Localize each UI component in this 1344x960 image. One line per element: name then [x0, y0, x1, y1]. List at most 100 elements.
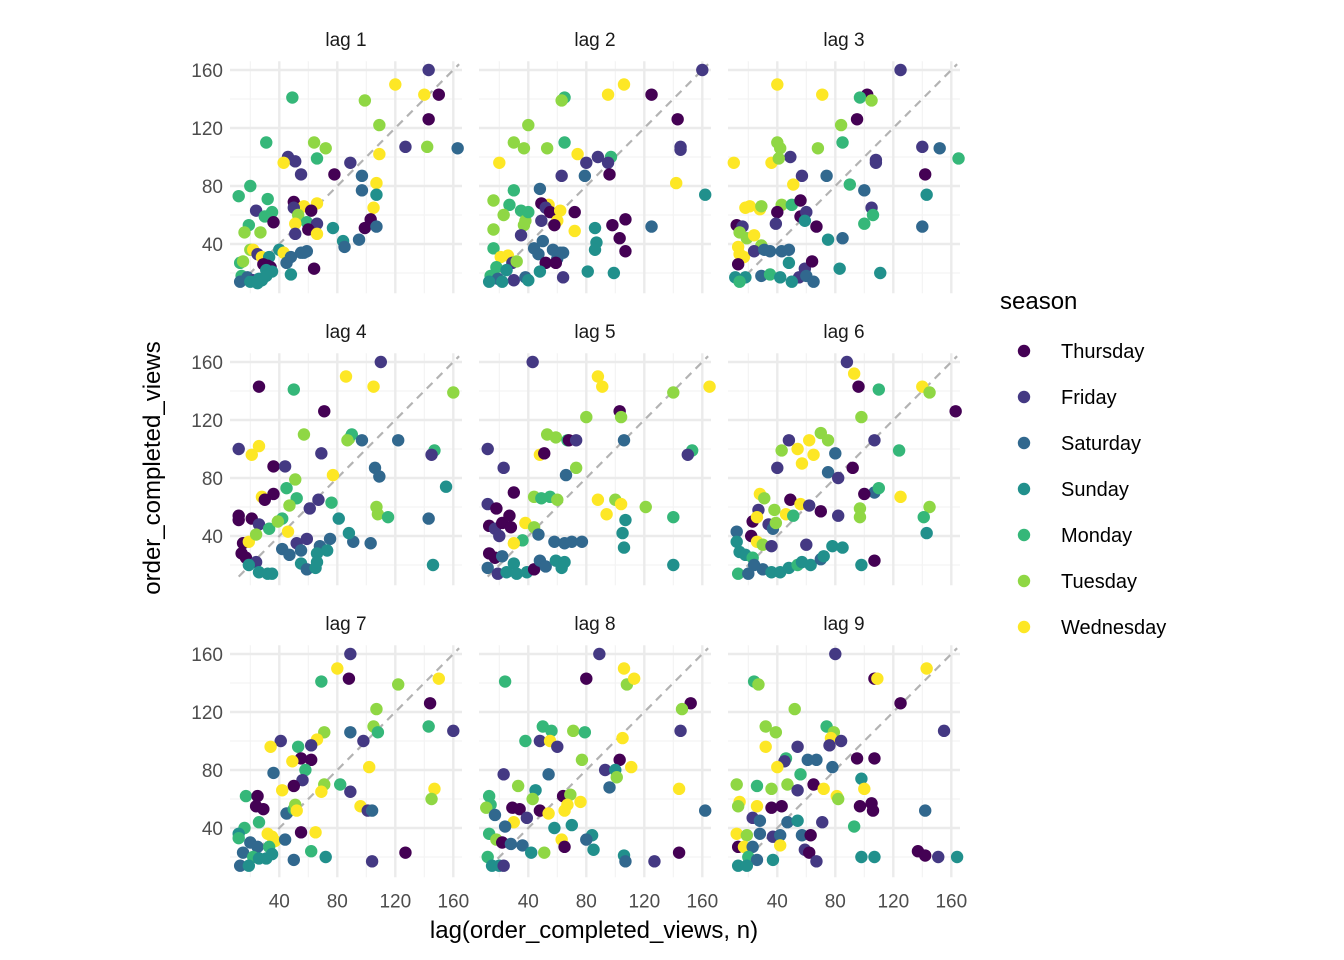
point-friday	[344, 156, 357, 169]
point-tuesday	[551, 493, 564, 506]
legend-label: Saturday	[1061, 433, 1141, 455]
point-tuesday	[487, 194, 500, 207]
point-sunday	[260, 269, 273, 283]
point-monday	[545, 724, 558, 738]
point-tuesday	[373, 118, 386, 132]
point-friday	[365, 855, 379, 868]
y-tick-label: 120	[191, 119, 223, 140]
point-saturday	[565, 535, 578, 548]
point-wednesday	[591, 370, 605, 383]
point-sunday	[500, 566, 513, 579]
point-thursday	[850, 113, 864, 126]
point-wednesday	[591, 493, 605, 506]
point-wednesday	[574, 795, 587, 809]
point-wednesday	[803, 434, 816, 447]
point-tuesday	[774, 142, 787, 155]
point-friday	[591, 150, 605, 164]
point-saturday	[251, 840, 264, 854]
point-monday	[260, 136, 273, 149]
point-wednesday	[920, 662, 933, 675]
y-tick-label: 120	[191, 411, 223, 432]
point-monday	[952, 152, 965, 165]
point-thursday	[267, 487, 280, 501]
point-saturday	[836, 232, 849, 245]
legend-key-icon	[1017, 528, 1031, 542]
point-friday	[310, 217, 324, 230]
point-thursday	[543, 205, 557, 219]
point-sunday	[817, 550, 830, 563]
point-friday	[315, 447, 328, 460]
point-friday	[497, 461, 510, 475]
point-saturday	[933, 142, 946, 155]
point-friday	[747, 245, 761, 258]
point-friday	[232, 442, 245, 456]
point-tuesday	[740, 829, 754, 842]
point-tuesday	[511, 779, 525, 793]
point-tuesday	[865, 94, 878, 107]
point-thursday	[232, 513, 245, 527]
point-wednesday	[627, 672, 641, 685]
point-tuesday	[522, 118, 535, 132]
point-tuesday	[580, 410, 593, 424]
y-tick-label: 160	[191, 61, 223, 82]
point-tuesday	[768, 503, 781, 517]
point-tuesday	[853, 510, 867, 524]
point-saturday	[422, 512, 435, 525]
point-wednesday	[730, 827, 743, 840]
point-wednesday	[571, 147, 584, 161]
point-sunday	[804, 558, 817, 572]
identity-line	[486, 647, 709, 870]
panel-strip-label: lag 1	[325, 30, 366, 51]
point-monday	[522, 205, 535, 219]
panel-strip-label: lag 9	[823, 614, 864, 635]
point-wednesday	[264, 740, 277, 753]
point-monday	[232, 189, 245, 203]
point-thursday	[619, 213, 632, 226]
point-friday	[816, 816, 829, 829]
point-saturday	[365, 804, 379, 817]
point-saturday	[516, 839, 529, 852]
point-sunday	[565, 818, 578, 832]
y-tick-label: 80	[202, 177, 223, 198]
legend-key-icon	[1017, 390, 1031, 404]
point-tuesday	[497, 208, 510, 222]
point-tuesday	[667, 386, 680, 399]
point-sunday	[507, 557, 520, 570]
point-thursday	[814, 505, 827, 518]
point-friday	[696, 63, 709, 77]
point-wednesday	[858, 782, 871, 796]
point-tuesday	[564, 788, 577, 801]
point-saturday	[352, 233, 366, 246]
x-tick-label: 160	[935, 891, 967, 912]
point-saturday	[532, 247, 545, 261]
point-saturday	[559, 468, 573, 482]
point-tuesday	[755, 200, 768, 213]
x-tick-label: 80	[825, 891, 846, 912]
point-saturday	[575, 535, 589, 548]
points	[232, 63, 464, 290]
point-saturday	[820, 169, 833, 183]
point-monday	[853, 91, 867, 104]
point-wednesday	[625, 760, 638, 774]
point-wednesday	[771, 760, 784, 774]
point-friday	[312, 493, 325, 506]
y-tick-label: 160	[191, 353, 223, 374]
point-monday	[252, 816, 266, 829]
legend-key-icon	[1017, 574, 1031, 588]
panel-strip-label: lag 4	[325, 322, 367, 343]
point-thursday	[267, 216, 280, 229]
legend-item-sunday: Sunday	[1017, 479, 1129, 501]
point-tuesday	[853, 502, 867, 515]
point-tuesday	[425, 792, 438, 806]
point-friday	[344, 647, 357, 661]
point-thursday	[307, 262, 321, 275]
point-sunday	[785, 275, 798, 288]
point-sunday	[740, 859, 754, 872]
point-saturday	[283, 548, 296, 562]
point-saturday	[753, 814, 767, 827]
point-sunday	[798, 214, 812, 227]
point-thursday	[672, 846, 686, 859]
panel-strip-label: lag 6	[823, 322, 864, 343]
point-friday	[533, 734, 547, 748]
point-sunday	[320, 544, 334, 557]
